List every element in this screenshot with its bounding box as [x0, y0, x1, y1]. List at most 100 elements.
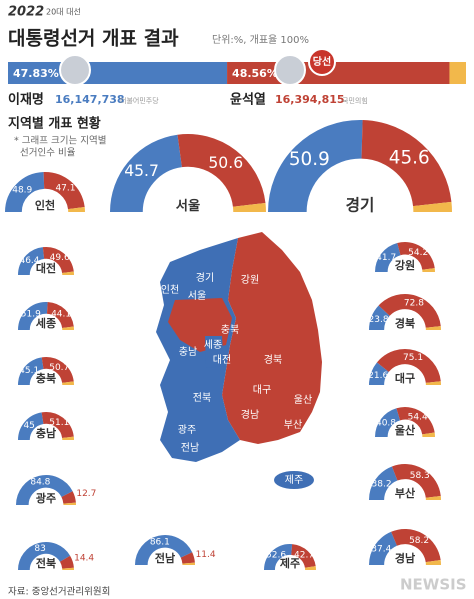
map-label: 부산 [284, 419, 302, 431]
gauge-lee [18, 542, 71, 571]
lee-value: 52.6 [266, 550, 286, 560]
gauge-lee [18, 247, 45, 276]
gauge-yoon [41, 357, 74, 384]
map-label: 전남 [181, 442, 199, 454]
yoon-value: 44.1 [51, 309, 71, 319]
yoon-value: 72.8 [404, 299, 424, 309]
map-label: 세종 [204, 339, 222, 351]
gauge-lee [16, 475, 73, 506]
lee-value: 21.6 [368, 371, 388, 381]
lee-value: 86.1 [150, 537, 170, 547]
map-label: 울산 [294, 394, 312, 406]
lee-value: 41.7 [376, 253, 396, 263]
yoon-value: 54.2 [408, 248, 428, 258]
pct-label: 48.56% [232, 67, 278, 80]
gauge-lee [369, 305, 391, 331]
map-label: 충남 [179, 346, 197, 358]
region-name: 세종 [36, 316, 56, 330]
map-label: 대구 [253, 384, 271, 396]
gauge-yoon [396, 407, 435, 435]
region-name: 대전 [36, 261, 56, 275]
photo [59, 54, 91, 86]
unit: 단위:%, 개표율 100% [212, 33, 309, 46]
gauge-yoon [46, 302, 74, 329]
others-bar [449, 62, 466, 84]
region-name: 충북 [36, 371, 56, 385]
lee-value: 50.9 [289, 149, 330, 170]
lee-value: 38.2 [372, 479, 392, 489]
logo: 2022 [8, 5, 44, 20]
gauge-lee [18, 412, 44, 441]
yoon-value: 47.1 [55, 183, 75, 193]
lee-value: 84.8 [30, 477, 50, 487]
winner-badge [308, 48, 336, 76]
map-label: 제주 [285, 474, 303, 486]
party: 더불어민주당 [120, 96, 159, 105]
gauge-yoon [391, 464, 441, 499]
lee-value: 46.4 [19, 256, 39, 266]
region-name: 전남 [155, 551, 175, 565]
gauge-lee [268, 120, 363, 213]
map-sejong-daejeon [205, 336, 224, 368]
candidate-name: 윤석열 [230, 92, 266, 108]
source: 자료: 중앙선거관리위원회 [8, 586, 110, 598]
photo [274, 54, 306, 86]
lee-value: 37.4 [371, 545, 391, 555]
region-name: 경남 [395, 551, 415, 565]
yoon-value: 75.1 [403, 353, 423, 363]
map-label: 경기 [196, 271, 214, 284]
yoon-value: 58.2 [409, 536, 429, 546]
gauge-yoon [41, 412, 74, 439]
region-name: 대구 [395, 371, 415, 385]
yoon-value: 50.6 [208, 154, 243, 172]
gauge-lee [18, 302, 48, 331]
party: 국민의힘 [342, 96, 368, 105]
yoon-value: 49.6 [50, 253, 70, 263]
gauge-lee [369, 466, 398, 501]
gauge-yoon [397, 242, 435, 271]
lee-value: 51.9 [21, 309, 41, 319]
lee-value: 40.8 [376, 418, 396, 428]
votes: 16,394,815 [275, 93, 345, 106]
gauge-yoon [378, 294, 441, 329]
yoon-value: 12.7 [76, 489, 96, 499]
gauge-yoon [180, 552, 195, 564]
yoon-value: 42.7 [294, 551, 314, 561]
votes: 16,147,738 [55, 93, 125, 106]
region-name: 경기 [346, 196, 375, 215]
map-label: 전북 [193, 392, 211, 404]
yoon-value: 45.6 [389, 148, 430, 169]
lee-value: 23.8 [369, 315, 389, 325]
gauge-lee [135, 535, 193, 566]
gauge-yoon [391, 529, 441, 563]
region-name: 전북 [36, 556, 56, 570]
gauge-yoon [42, 247, 74, 274]
map-east [222, 232, 322, 444]
lee-value: 48.9 [12, 186, 32, 196]
section-title: 지역별 개표 현황 [8, 116, 101, 132]
lee-value: 45 [23, 421, 34, 431]
region-name: 울산 [395, 423, 415, 437]
pct-label: 47.83% [13, 67, 59, 80]
lee-value: 83 [34, 544, 45, 554]
yoon-value: 58.3 [410, 471, 430, 481]
title: 대통령선거 개표 결과 [8, 28, 179, 50]
note: * 그래프 크기는 지역별 [14, 136, 106, 147]
lee-value: 45.1 [19, 366, 39, 376]
yoon-value: 14.4 [74, 553, 94, 563]
region-name: 충남 [36, 426, 56, 440]
gauge-yoon [43, 172, 85, 210]
region-name: 강원 [395, 258, 415, 272]
gauge-yoon [290, 544, 316, 569]
yoon-value: 11.4 [196, 550, 216, 560]
watermark: NEWSIS [400, 576, 467, 594]
map [156, 232, 322, 489]
yoon-value: 50.7 [49, 363, 69, 373]
gauge-yoon [59, 555, 74, 569]
map-label: 강원 [241, 274, 259, 286]
gauge-lee [110, 134, 183, 213]
map-label: 인천 [161, 284, 179, 296]
region-name: 부산 [395, 486, 415, 500]
